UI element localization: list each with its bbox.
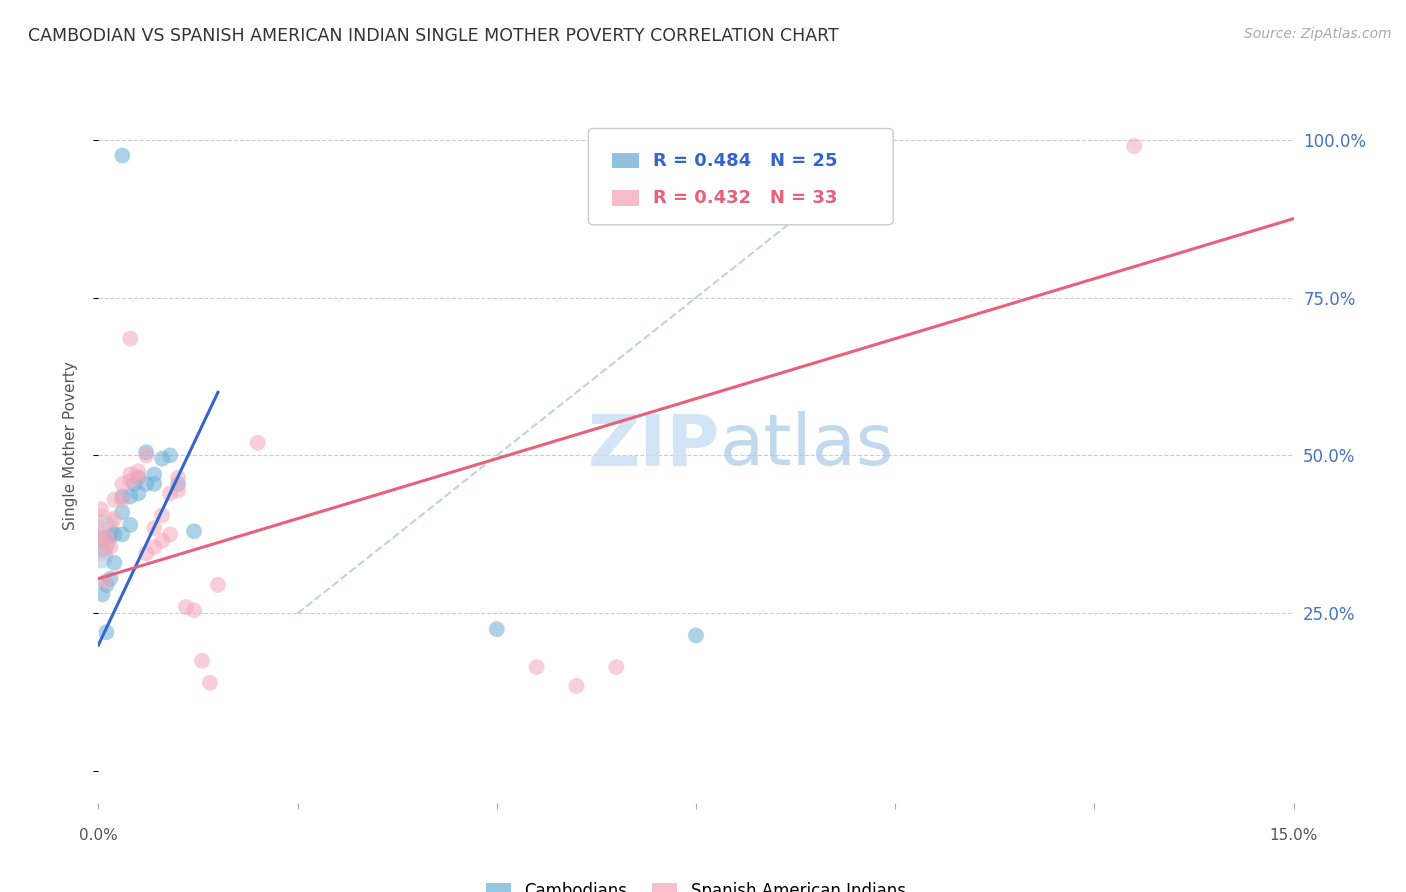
Point — [159, 449, 181, 463]
Point — [127, 486, 149, 500]
Point — [485, 622, 508, 636]
Point — [150, 508, 173, 523]
Point — [91, 587, 114, 601]
Point — [120, 517, 142, 532]
Point — [89, 521, 111, 535]
Point — [120, 332, 142, 346]
Text: atlas: atlas — [720, 411, 894, 481]
Point — [103, 556, 125, 570]
Point — [526, 660, 548, 674]
Point — [207, 578, 229, 592]
Text: CAMBODIAN VS SPANISH AMERICAN INDIAN SINGLE MOTHER POVERTY CORRELATION CHART: CAMBODIAN VS SPANISH AMERICAN INDIAN SIN… — [28, 27, 839, 45]
FancyBboxPatch shape — [588, 128, 893, 225]
Point — [120, 474, 142, 488]
Point — [100, 540, 122, 554]
Point — [150, 451, 173, 466]
Point — [111, 527, 134, 541]
Point — [143, 476, 166, 491]
Text: 15.0%: 15.0% — [1270, 828, 1317, 843]
Point — [127, 464, 149, 478]
Point — [174, 600, 197, 615]
Point — [90, 537, 112, 551]
Point — [167, 483, 190, 498]
Point — [96, 625, 118, 640]
Y-axis label: Single Mother Poverty: Single Mother Poverty — [63, 361, 77, 531]
Point — [191, 654, 214, 668]
Point — [89, 531, 111, 545]
Point — [100, 572, 122, 586]
Point — [89, 540, 111, 554]
Point — [167, 476, 190, 491]
Point — [183, 603, 205, 617]
Text: Source: ZipAtlas.com: Source: ZipAtlas.com — [1244, 27, 1392, 41]
Point — [135, 476, 157, 491]
Legend: Cambodians, Spanish American Indians: Cambodians, Spanish American Indians — [479, 875, 912, 892]
Point — [159, 527, 181, 541]
Point — [103, 527, 125, 541]
Point — [90, 524, 112, 539]
Point — [150, 533, 173, 548]
Point — [135, 449, 157, 463]
Point — [103, 511, 125, 525]
Point — [135, 546, 157, 560]
Point — [90, 549, 112, 564]
Point — [111, 492, 134, 507]
Point — [120, 490, 142, 504]
Point — [127, 470, 149, 484]
Point — [183, 524, 205, 539]
Point — [1123, 139, 1146, 153]
Bar — [613, 190, 638, 205]
Point — [685, 628, 707, 642]
Point — [90, 502, 112, 516]
Bar — [613, 153, 638, 169]
Point — [96, 578, 118, 592]
Text: ZIP: ZIP — [588, 411, 720, 481]
Point — [103, 492, 125, 507]
Text: R = 0.484   N = 25: R = 0.484 N = 25 — [652, 152, 838, 169]
Point — [94, 574, 117, 589]
Point — [246, 435, 269, 450]
Point — [124, 476, 146, 491]
Point — [605, 660, 627, 674]
Point — [143, 521, 166, 535]
Point — [143, 467, 166, 482]
Point — [111, 490, 134, 504]
Point — [135, 445, 157, 459]
Point — [111, 148, 134, 162]
Text: 0.0%: 0.0% — [79, 828, 118, 843]
Point — [111, 505, 134, 519]
Point — [159, 486, 181, 500]
Point — [143, 540, 166, 554]
Point — [167, 470, 190, 484]
Text: R = 0.432   N = 33: R = 0.432 N = 33 — [652, 189, 838, 207]
Point — [198, 675, 221, 690]
Point — [565, 679, 588, 693]
Point — [111, 476, 134, 491]
Point — [120, 467, 142, 482]
Point — [127, 470, 149, 484]
Point — [96, 531, 118, 545]
